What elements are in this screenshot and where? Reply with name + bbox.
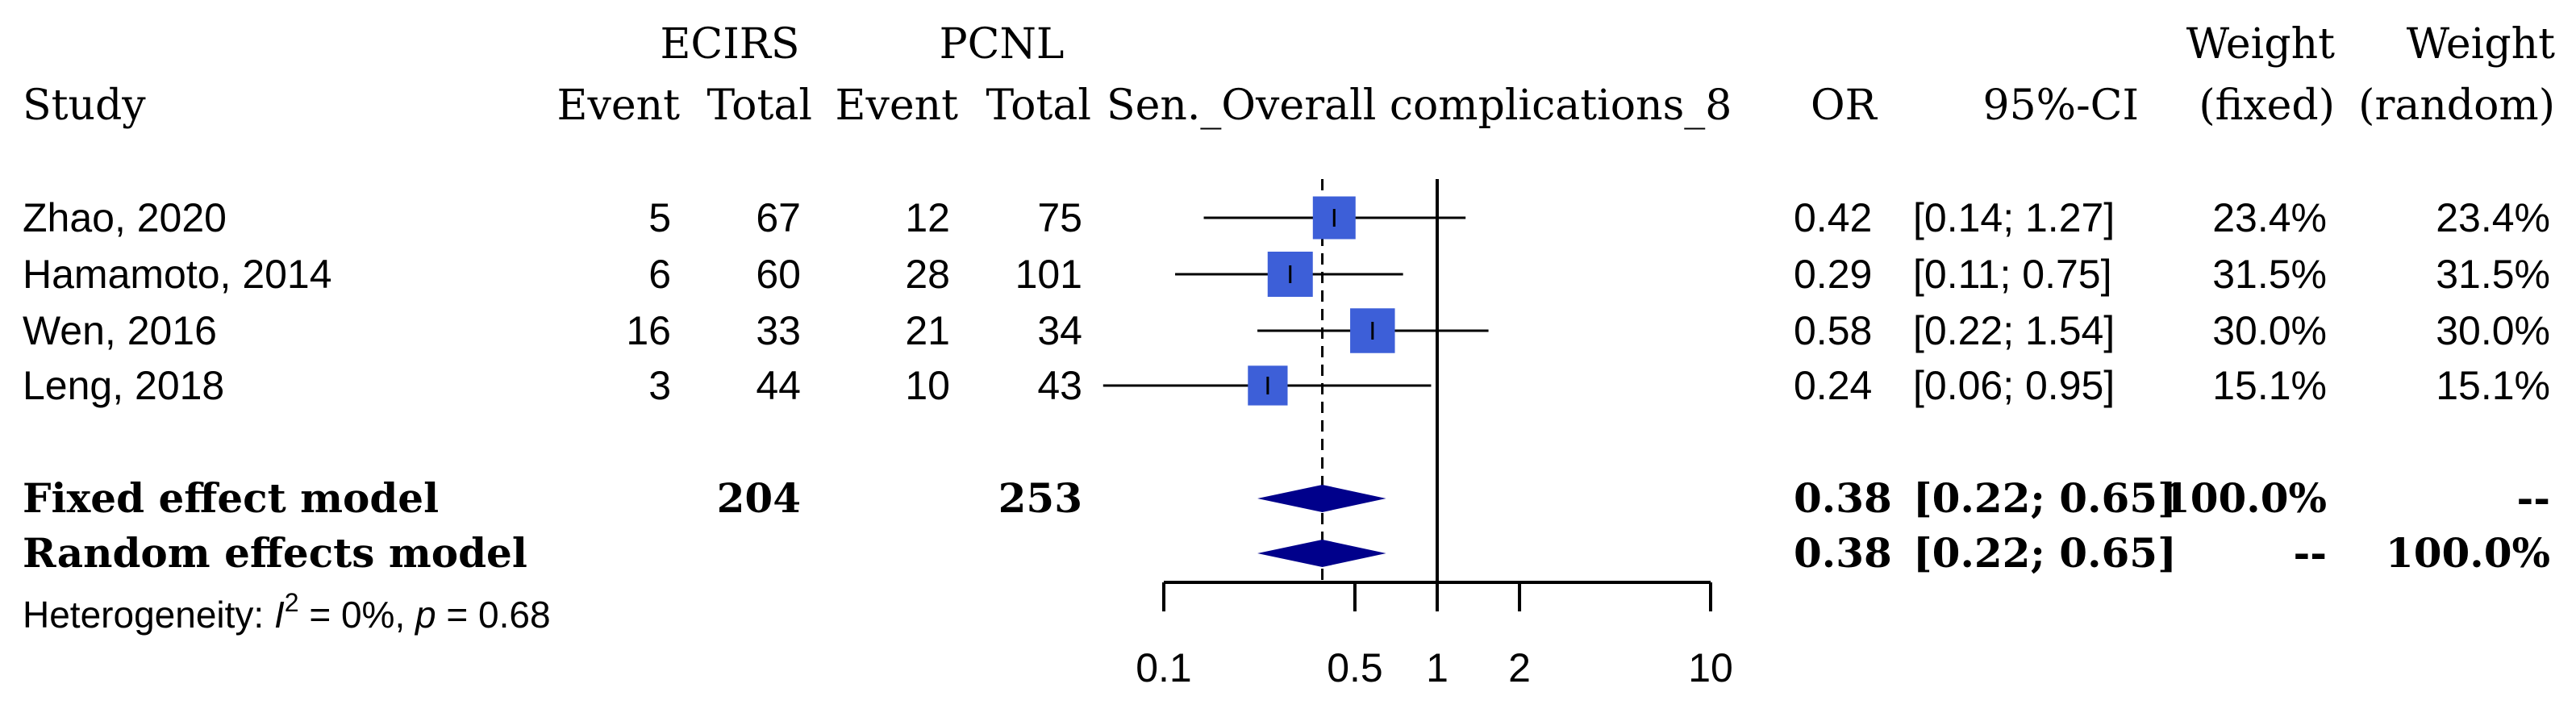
total2-value: 34 [1037, 308, 1082, 353]
weight-fixed-header-line2: (fixed) [2199, 81, 2335, 130]
study-rows: Zhao, 2020 5 67 12 75 0.42 [0.14; 1.27] 23.4% 23… [23, 195, 2550, 408]
fixed-effect-diamond [1257, 485, 1386, 512]
weight-random-value: 23.4% [2436, 195, 2550, 240]
weight-fixed-header-line1: Weight [2186, 20, 2335, 69]
total2-value: 75 [1037, 195, 1082, 240]
total1-header: Total [707, 81, 812, 130]
weight-random-header-line1: Weight [2407, 20, 2555, 69]
model-or-value: 0.38 [1794, 529, 1892, 577]
study-name: Leng, 2018 [23, 363, 224, 408]
event1-header: Event [557, 81, 681, 130]
ci-value: [0.11; 0.75] [1913, 252, 2111, 297]
axis-tick-label: 10 [1688, 645, 1733, 690]
model-weight-random: 100.0% [2386, 529, 2550, 577]
i2-symbol: I [274, 594, 285, 636]
or-value: 0.58 [1794, 308, 1872, 353]
weight-random-value: 30.0% [2436, 308, 2550, 353]
table-row: Zhao, 2020 5 67 12 75 0.42 [0.14; 1.27] 23.4% 23… [23, 195, 2550, 240]
study-header: Study [23, 81, 146, 130]
event2-value: 28 [905, 252, 950, 297]
model-row: Fixed effect model 204 253 0.38 [0.22; 0.65]… [23, 474, 2550, 522]
event1-value: 5 [648, 195, 671, 240]
model-weight-random: -- [2516, 474, 2550, 522]
total1-value: 33 [756, 308, 801, 353]
ci-value: [0.22; 1.54] [1913, 308, 2115, 353]
study-name: Zhao, 2020 [23, 195, 227, 240]
or-value: 0.42 [1794, 195, 1872, 240]
group2-header: PCNL [940, 20, 1065, 69]
ci-value: [0.06; 0.95] [1913, 363, 2115, 408]
axis-tick-label: 1 [1426, 645, 1448, 690]
event1-value: 3 [648, 363, 671, 408]
p-value: = 0.68 [436, 594, 551, 636]
axis-tick-label: 0.1 [1136, 645, 1192, 690]
event2-value: 12 [905, 195, 950, 240]
ci-header: 95%-CI [1983, 81, 2139, 130]
event2-header: Event [836, 81, 959, 130]
study-name: Hamamoto, 2014 [23, 252, 332, 297]
weight-random-header-line2: (random) [2358, 81, 2555, 130]
total2-header: Total [986, 81, 1091, 130]
axis-tick-label: 0.5 [1327, 645, 1383, 690]
total2-value: 43 [1037, 363, 1082, 408]
weight-fixed-value: 23.4% [2212, 195, 2327, 240]
table-row: Leng, 2018 3 44 10 43 0.24 [0.06; 0.95] 15.1% 15… [23, 363, 2550, 408]
total1-value: 60 [756, 252, 801, 297]
model-name: Fixed effect model [23, 474, 439, 522]
model-name: Random effects model [23, 529, 527, 577]
random-effects-diamond [1257, 540, 1386, 567]
or-value: 0.24 [1794, 363, 1872, 408]
model-weight-fixed: 100.0% [2162, 474, 2327, 522]
heterogeneity-prefix: Heterogeneity: [23, 594, 274, 636]
i2-superscript: 2 [285, 588, 299, 617]
event2-value: 21 [905, 308, 950, 353]
or-header: OR [1811, 81, 1878, 130]
model-or-value: 0.38 [1794, 474, 1892, 522]
ci-value: [0.14; 1.27] [1913, 195, 2115, 240]
table-row: Hamamoto, 2014 6 60 28 101 0.29 [0.11; 0.75] 31… [23, 252, 2550, 297]
total1-value: 44 [756, 363, 801, 408]
model-total2: 253 [998, 474, 1082, 522]
or-value: 0.29 [1794, 252, 1872, 297]
event1-value: 6 [648, 252, 671, 297]
weight-fixed-value: 30.0% [2212, 308, 2327, 353]
event2-value: 10 [905, 363, 950, 408]
model-ci-value: [0.22; 0.65] [1913, 474, 2177, 522]
weight-random-value: 15.1% [2436, 363, 2550, 408]
model-row: Random effects model 0.38 [0.22; 0.65] -- 10… [23, 529, 2550, 577]
group1-header: ECIRS [660, 20, 799, 69]
heterogeneity-text: Heterogeneity: I2 = 0%, p = 0.68 [23, 588, 551, 636]
model-total1: 204 [717, 474, 801, 522]
weight-random-value: 31.5% [2436, 252, 2550, 297]
model-ci-value: [0.22; 0.65] [1913, 529, 2177, 577]
plot-area: 0.1 0.5 1 2 10 [1103, 179, 1733, 690]
i2-value: = 0%, [299, 594, 415, 636]
p-symbol: p [414, 594, 436, 636]
weight-fixed-value: 31.5% [2212, 252, 2327, 297]
model-rows: Fixed effect model 204 253 0.38 [0.22; 0.65]… [23, 474, 2550, 577]
weight-fixed-value: 15.1% [2212, 363, 2327, 408]
event1-value: 16 [626, 308, 671, 353]
study-name: Wen, 2016 [23, 308, 217, 353]
total2-value: 101 [1015, 252, 1082, 297]
axis-tick-label: 2 [1508, 645, 1531, 690]
table-row: Wen, 2016 16 33 21 34 0.58 [0.22; 1.54] 30.0% 30… [23, 308, 2550, 353]
model-weight-fixed: -- [2293, 529, 2327, 577]
total1-value: 67 [756, 195, 801, 240]
plot-title: Sen._Overall complications_8 [1107, 81, 1732, 130]
